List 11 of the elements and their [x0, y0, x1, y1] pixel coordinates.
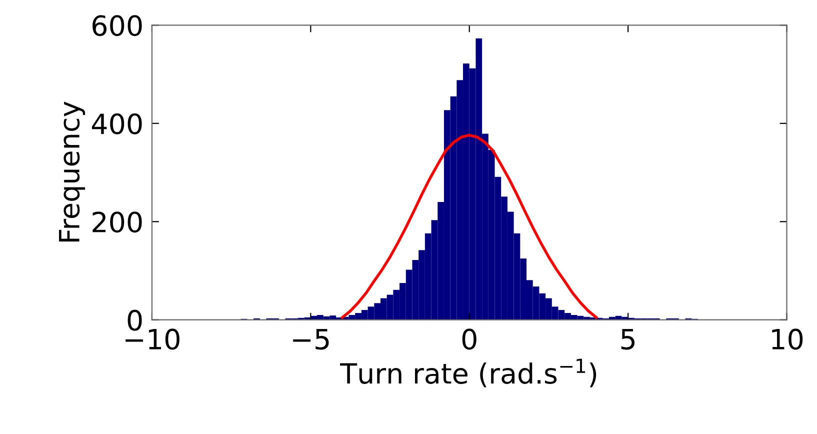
x-tick-label: −5: [293, 329, 329, 350]
y-tick-label: 200: [92, 212, 142, 233]
x-axis-title: Turn rate (rad.s$^{−1}$): [340, 358, 596, 388]
y-axis-title: Frequency: [59, 102, 86, 242]
x-tick-label: −10: [126, 328, 180, 350]
x-tick-label: 10: [772, 328, 803, 350]
y-tick-label: 400: [92, 113, 142, 134]
x-tick-label: 5: [621, 329, 634, 350]
x-tick-label: 0: [462, 328, 476, 350]
y-tick-label: 600: [92, 15, 142, 36]
y-tick-label: 0: [128, 310, 142, 331]
